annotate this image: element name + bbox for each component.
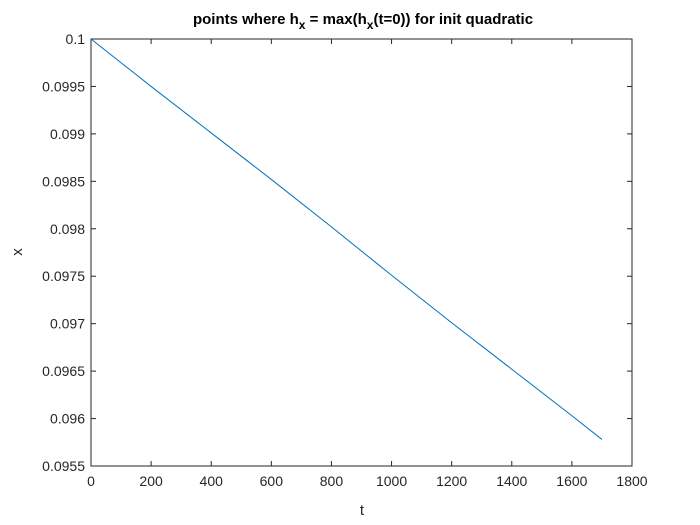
x-tick-label: 1800 xyxy=(616,473,647,489)
x-tick-label: 200 xyxy=(139,473,163,489)
x-tick-label: 400 xyxy=(200,473,224,489)
x-tick-label: 1600 xyxy=(556,473,587,489)
title-subscript-1: x xyxy=(299,18,306,32)
y-tick-label: 0.096 xyxy=(50,411,85,427)
y-axis-label: x xyxy=(9,248,26,256)
title-text-2: = max(h xyxy=(305,11,366,28)
y-tick-label: 0.0975 xyxy=(42,268,85,284)
x-axis-ticks xyxy=(90,39,633,466)
y-tick-label: 0.1 xyxy=(66,31,86,47)
title-text-3: (t=0)) for init quadratic xyxy=(373,11,533,28)
title-text-1: points where h xyxy=(193,11,299,28)
y-tick-label: 0.0965 xyxy=(42,363,85,379)
x-axis-tick-labels: 0 200 400 600 800 1000 1200 1400 1600 1800 xyxy=(87,473,648,489)
series-layer xyxy=(90,38,603,440)
series-line-0 xyxy=(90,38,603,440)
y-tick-label: 0.099 xyxy=(50,126,85,142)
x-tick-label: 1400 xyxy=(496,473,527,489)
x-tick-label: 800 xyxy=(320,473,344,489)
y-tick-label: 0.098 xyxy=(50,221,85,237)
y-axis-tick-labels: 0.0955 0.096 0.0965 0.097 0.0975 0.098 0.0985 0… xyxy=(42,31,85,474)
x-axis-label: t xyxy=(360,502,365,519)
title-subscript-2: x xyxy=(367,18,374,32)
y-tick-label: 0.097 xyxy=(50,316,85,332)
y-axis-ticks xyxy=(91,38,632,467)
x-tick-label: 1000 xyxy=(376,473,407,489)
y-tick-label: 0.0985 xyxy=(42,173,85,189)
x-tick-label: 0 xyxy=(87,473,95,489)
y-tick-label: 0.0995 xyxy=(42,78,85,94)
x-tick-label: 1200 xyxy=(436,473,467,489)
chart-title: points where hx = max(hx(t=0)) for init … xyxy=(193,11,533,32)
y-tick-label: 0.0955 xyxy=(42,458,85,474)
x-tick-label: 600 xyxy=(260,473,284,489)
